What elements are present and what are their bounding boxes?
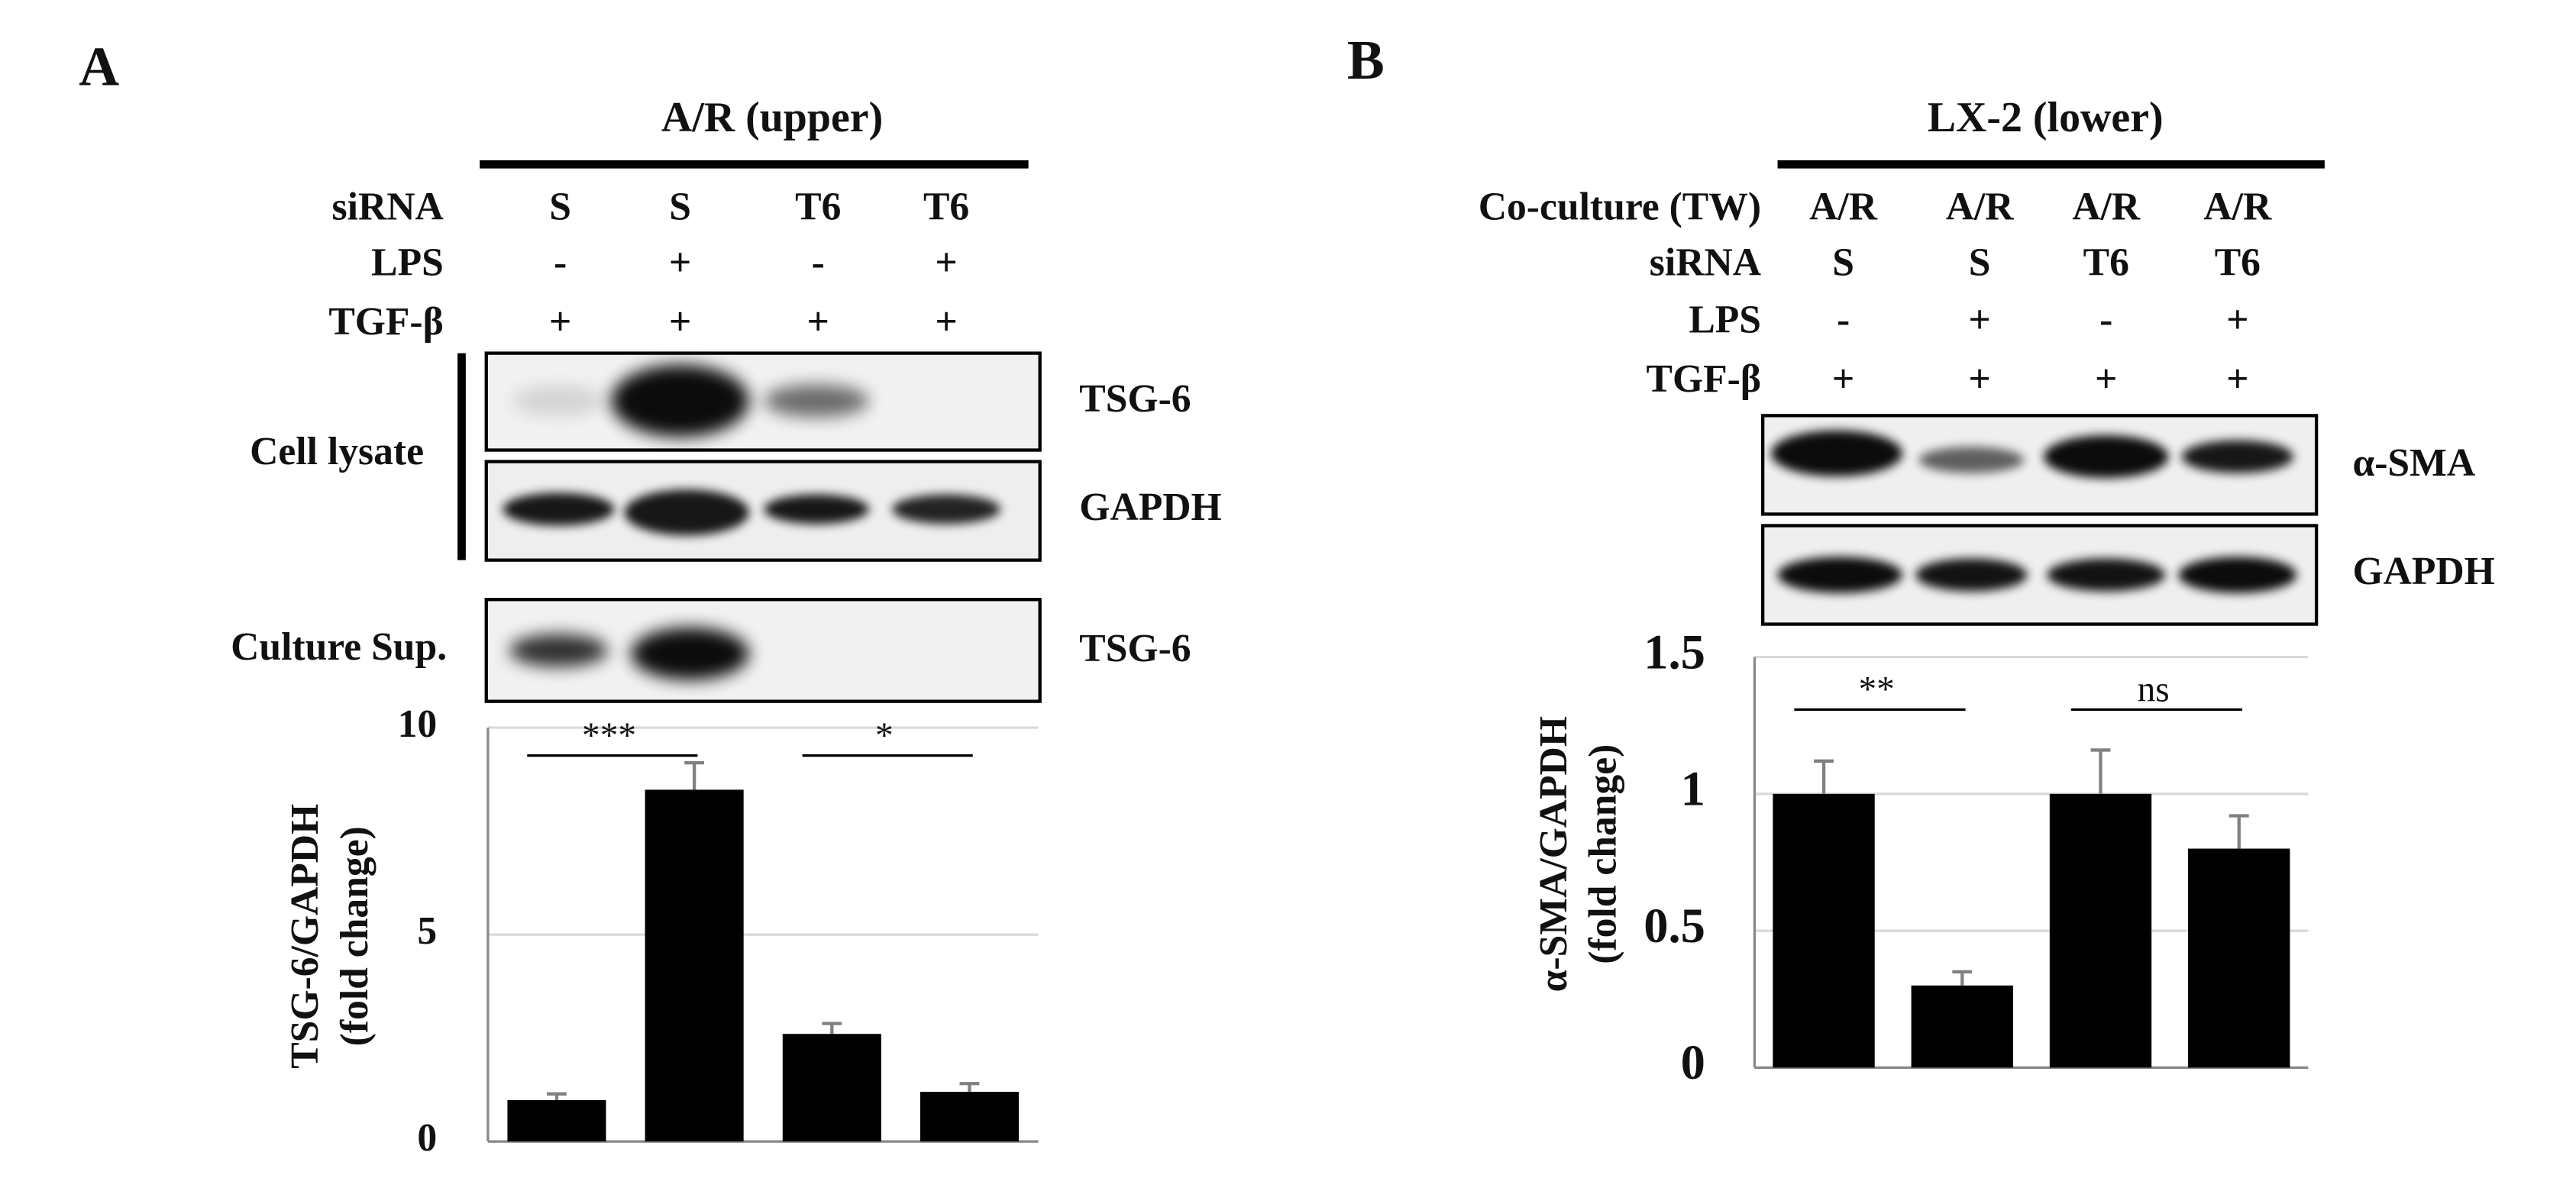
condition-lane: + (1832, 357, 1854, 401)
condition-name: LPS (1689, 299, 1761, 342)
blot-label: TSG-6 (1079, 377, 1191, 421)
error-bar (684, 760, 705, 790)
blot-gapdh (484, 460, 1042, 562)
panel-label: A (79, 36, 119, 98)
condition-lane: + (2226, 357, 2248, 401)
section-label: Culture Sup. (231, 625, 447, 669)
significance-label: * (875, 716, 894, 756)
bar (2188, 848, 2290, 1068)
bar (920, 1092, 1019, 1142)
condition-lane: A/R (1946, 185, 2015, 228)
condition-lane: T6 (2083, 240, 2129, 284)
y-tick-label: 0 (417, 1116, 437, 1160)
condition-lane: + (2095, 357, 2117, 401)
blot-tsg6 (484, 351, 1042, 452)
condition-lane: + (807, 300, 829, 344)
error-bar (2229, 814, 2249, 849)
y-axis-label: (fold change) (333, 826, 377, 1046)
bar (645, 789, 744, 1142)
condition-lane: S (549, 185, 571, 228)
blot-label: α-SMA (2352, 441, 2475, 485)
condition-lane: S (1832, 240, 1854, 284)
condition-lane: T6 (923, 185, 969, 228)
condition-lane: S (669, 185, 691, 228)
blot-sup (484, 598, 1042, 703)
condition-lane: + (1968, 299, 1990, 342)
condition-lane: - (554, 240, 567, 284)
y-tick-label: 5 (417, 909, 437, 953)
condition-lane: + (669, 240, 691, 284)
blot-asma (1761, 414, 2319, 516)
condition-lane: - (1837, 299, 1850, 342)
group-header: A/R (upper) (661, 94, 883, 141)
error-bar (547, 1092, 567, 1100)
error-bar (959, 1082, 980, 1093)
condition-lane: T6 (2215, 240, 2261, 284)
condition-lane: + (669, 300, 691, 344)
y-axis-label: TSG-6/GAPDH (283, 804, 327, 1069)
condition-lane: + (935, 300, 957, 344)
bar (507, 1099, 606, 1142)
bar (1911, 985, 2013, 1068)
blot-label: GAPDH (2352, 550, 2494, 593)
significance-label: ** (1858, 670, 1894, 710)
blot-label: TSG-6 (1079, 627, 1191, 670)
condition-lane: + (2226, 299, 2248, 342)
y-tick-label: 1.5 (1644, 624, 1705, 679)
y-axis-label: α-SMA/GAPDH (1532, 716, 1576, 992)
blot-label: GAPDH (1079, 486, 1221, 529)
condition-name: siRNA (1650, 240, 1761, 284)
y-tick-label: 0 (1681, 1035, 1705, 1089)
condition-lane: A/R (2072, 185, 2141, 228)
bar (1773, 793, 1875, 1068)
section-label: Cell lysate (250, 430, 424, 473)
y-axis-label: (fold change) (1582, 744, 1625, 964)
condition-name: siRNA (332, 185, 444, 228)
y-tick-label: 1 (1681, 761, 1705, 816)
error-bar (1952, 970, 1973, 986)
bar (2049, 793, 2152, 1068)
bar (782, 1034, 881, 1142)
condition-lane: + (1968, 357, 1990, 401)
y-tick-label: 0.5 (1644, 898, 1705, 953)
condition-name: LPS (371, 240, 444, 284)
condition-lane: T6 (795, 185, 841, 228)
condition-name: TGF-β (328, 300, 443, 344)
group-header: LX-2 (lower) (1928, 94, 2164, 141)
significance-label: ns (2138, 670, 2170, 710)
error-bar (1814, 759, 1834, 794)
condition-lane: + (935, 240, 957, 284)
condition-lane: A/R (2203, 185, 2272, 228)
condition-lane: - (812, 240, 825, 284)
y-tick-label: 10 (398, 702, 438, 746)
condition-lane: + (549, 300, 571, 344)
panel-label: B (1347, 29, 1385, 91)
condition-name: TGF-β (1647, 357, 1761, 401)
condition-lane: A/R (1809, 185, 1878, 228)
condition-lane: - (2099, 299, 2112, 342)
condition-name: Co-culture (TW) (1479, 185, 1761, 228)
error-bar (2090, 748, 2111, 794)
error-bar (822, 1022, 842, 1035)
condition-lane: S (1969, 240, 1991, 284)
blot-gapdh-b (1761, 524, 2319, 626)
significance-label: *** (582, 716, 636, 756)
